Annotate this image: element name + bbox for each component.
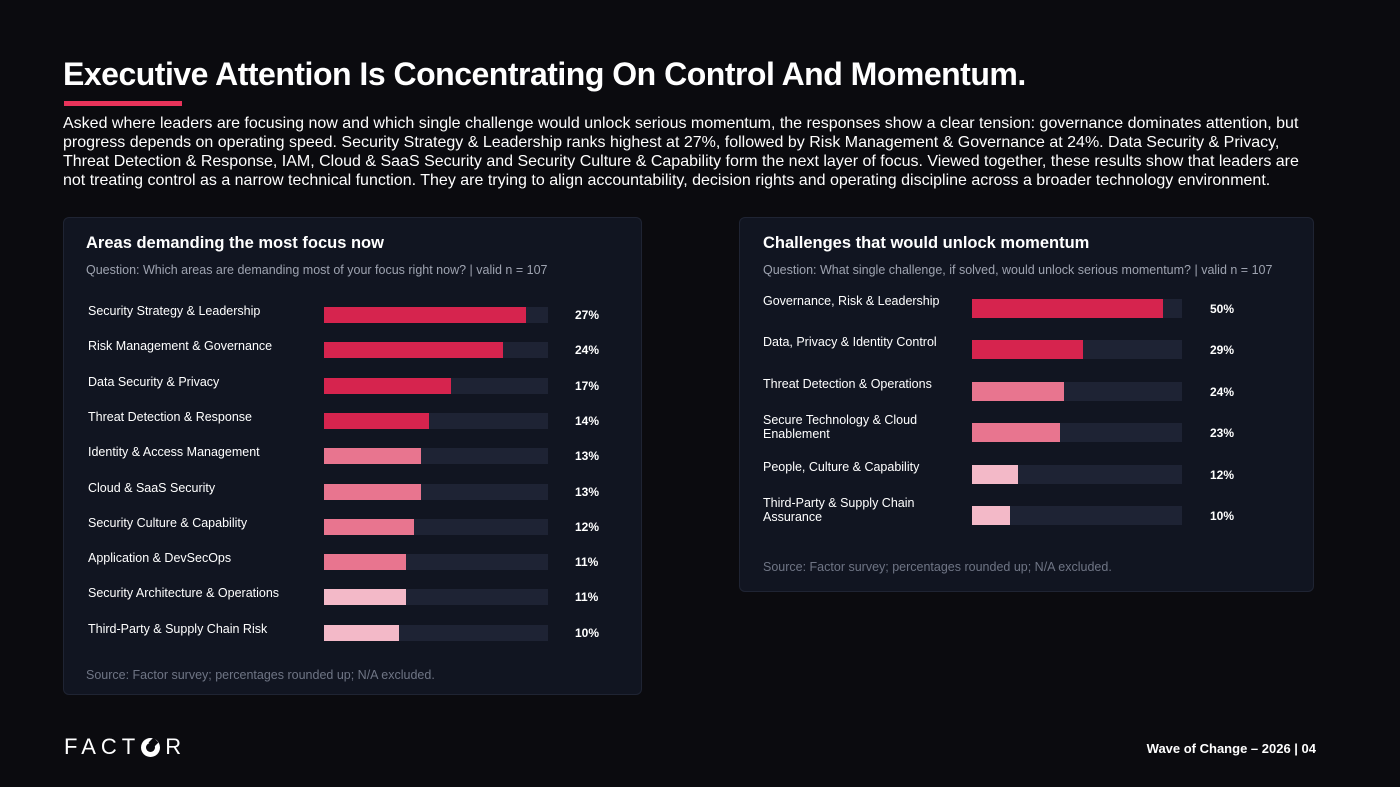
- chart-title: Challenges that would unlock momentum: [763, 234, 1090, 252]
- bar: [324, 483, 422, 500]
- bar: [324, 448, 422, 465]
- bar: [324, 342, 504, 359]
- bar-category-label: Data, Privacy & Identity Control: [763, 335, 937, 350]
- bar: [324, 412, 429, 429]
- bar-value-label: 17%: [575, 378, 600, 393]
- bar-value-label: 14%: [575, 413, 600, 428]
- bar-track: [324, 342, 548, 359]
- chart-source-note: Source: Factor survey; percentages round…: [763, 560, 1112, 574]
- bar-value-label: 13%: [575, 484, 600, 499]
- bar: [324, 624, 399, 641]
- bar-category-label: Data Security & Privacy: [88, 374, 220, 389]
- bar-track: [324, 589, 548, 606]
- bar-track: [972, 423, 1182, 443]
- logo-text-start: FACT: [64, 734, 141, 759]
- bar: [324, 307, 526, 323]
- bar-value-label: 24%: [575, 343, 600, 358]
- bar-value-label: 23%: [1210, 426, 1235, 441]
- chart-question: Question: What single challenge, if solv…: [763, 263, 1273, 277]
- chart-question: Question: Which areas are demanding most…: [86, 263, 548, 277]
- bar: [972, 506, 1011, 525]
- bar-track: [972, 506, 1182, 525]
- chart-card-focus-areas: Areas demanding the most focus now Quest…: [63, 217, 642, 695]
- bar-value-label: 10%: [1210, 509, 1235, 523]
- bar-category-label: Threat Detection & Operations: [763, 376, 932, 391]
- bar: [972, 381, 1064, 401]
- bar-category-label: Application & DevSecOps: [88, 551, 232, 566]
- bar-value-label: 12%: [575, 519, 600, 534]
- bar-track: [324, 624, 548, 641]
- bar-track: [324, 448, 548, 465]
- bar-value-label: 50%: [1210, 302, 1235, 316]
- logo-text-end: R: [165, 734, 187, 759]
- bar: [972, 423, 1060, 443]
- chart-source-note: Source: Factor survey; percentages round…: [86, 668, 435, 682]
- bar-value-label: 29%: [1210, 343, 1235, 358]
- bar: [324, 589, 407, 606]
- bar: [972, 299, 1163, 318]
- bar-category-label: Security Culture & Capability: [88, 515, 248, 530]
- bar-category-label: Secure Technology & Cloud Enablement: [763, 413, 918, 442]
- bar-track: [324, 377, 548, 394]
- bar-value-label: 11%: [575, 555, 599, 570]
- bar-category-label: Threat Detection & Response: [88, 409, 252, 424]
- factor-logo: FACT R: [64, 734, 186, 760]
- bar-value-label: 24%: [1210, 384, 1235, 399]
- footer-page-label: Wave of Change – 2026 | 04: [1146, 741, 1316, 756]
- factor-o-logo-icon: [141, 737, 161, 757]
- chart-card-momentum-challenges: Challenges that would unlock momentum Qu…: [739, 217, 1314, 592]
- bar-category-label: Governance, Risk & Leadership: [763, 294, 940, 308]
- bar-category-label: Third-Party & Supply Chain Assurance: [763, 496, 915, 524]
- bar-value-label: 10%: [575, 625, 600, 640]
- bar-category-label: Identity & Access Management: [88, 445, 260, 460]
- chart-title: Areas demanding the most focus now: [86, 234, 384, 252]
- bar-track: [972, 299, 1182, 318]
- bar-track: [972, 381, 1182, 401]
- bar-value-label: 27%: [575, 308, 600, 322]
- bar-category-label: Third-Party & Supply Chain Risk: [88, 621, 268, 636]
- bar-track: [324, 483, 548, 500]
- bar-track: [324, 412, 548, 429]
- bar-track: [972, 464, 1182, 484]
- bar: [324, 377, 451, 394]
- bar: [324, 518, 414, 535]
- page-title: Executive Attention Is Concentrating On …: [63, 56, 1026, 92]
- bar-track: [324, 554, 548, 571]
- bar-category-label: Security Strategy & Leadership: [88, 304, 261, 318]
- bar-value-label: 12%: [1210, 467, 1235, 482]
- bar: [324, 554, 407, 571]
- bar-category-label: Cloud & SaaS Security: [88, 480, 216, 495]
- intro-paragraph: Asked where leaders are focusing now and…: [63, 115, 1299, 189]
- bar-value-label: 11%: [575, 590, 599, 605]
- bar: [972, 340, 1083, 360]
- title-accent-underline: [64, 101, 182, 106]
- bar-category-label: Security Architecture & Operations: [88, 586, 280, 601]
- bar-value-label: 13%: [575, 449, 600, 464]
- bar-category-label: Risk Management & Governance: [88, 339, 273, 354]
- bar-category-label: People, Culture & Capability: [763, 459, 920, 474]
- bar-track: [324, 307, 548, 323]
- bar-track: [972, 340, 1182, 360]
- bar-track: [324, 518, 548, 535]
- bar: [972, 464, 1018, 484]
